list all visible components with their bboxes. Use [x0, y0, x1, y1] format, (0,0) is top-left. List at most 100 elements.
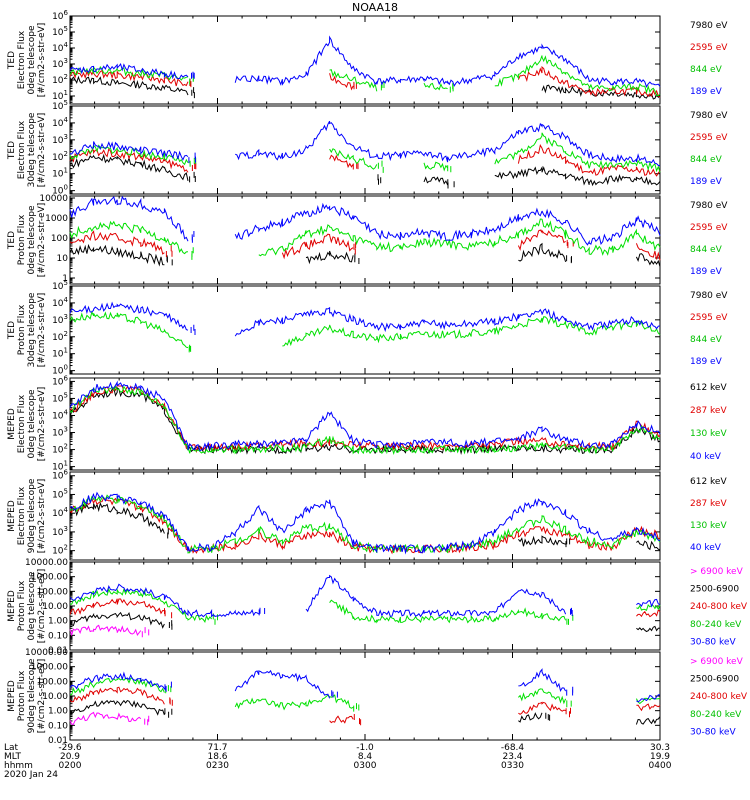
y-axis-label-line: Electron Flux: [17, 30, 27, 89]
y-tick-label: 10.00: [42, 692, 68, 702]
y-tick-label: 102: [52, 544, 68, 557]
y-tick-exponent: 2: [64, 544, 68, 552]
y-tick-exponent: 0: [64, 364, 68, 372]
y-tick-label: 104: [52, 408, 68, 421]
y-axis-label-line: MEPED: [7, 680, 17, 712]
y-axis-label-line: 90deg telescope: [27, 658, 37, 733]
series-80-240-kev: [70, 677, 661, 712]
series-trace: [69, 195, 661, 246]
y-axis-label: MEPEDProton Flux0deg telescope[#/cm2-s-s…: [7, 569, 47, 644]
y-tick-exponent: 2: [64, 150, 68, 158]
series-2595-ev: [69, 143, 661, 177]
series-trace: [69, 668, 661, 703]
y-tick-label: 105: [52, 279, 68, 292]
legend-label: > 6900 keV: [690, 567, 744, 577]
panel-ted-proton-0deg: 10000 1000 100 10 1 TEDProton Flux0deg telesc…: [7, 194, 728, 285]
y-tick-label: 10000.00: [25, 648, 68, 658]
legend-label: 612 keV: [690, 477, 727, 487]
y-tick-label: 0.01: [48, 646, 68, 656]
y-axis-label-line: 0deg telescope: [27, 205, 37, 275]
series-trace: [69, 143, 661, 177]
legend-label: 2595 eV: [690, 133, 728, 143]
series-2500-6900: [69, 699, 661, 725]
series-trace: [69, 66, 661, 98]
y-tick-exponent: 3: [64, 525, 68, 533]
series-trace: [69, 598, 661, 619]
y-axis-label-line: 0deg telescope: [27, 571, 37, 641]
panel-frame: [69, 105, 661, 195]
x-tick-hhmm: 0200: [59, 761, 82, 771]
panel-frame: [69, 651, 661, 741]
legend-label: 40 keV: [690, 543, 722, 553]
y-axis-label-line: 0deg telescope: [27, 389, 37, 459]
y-axis-label-line: Proton Flux: [17, 214, 27, 265]
y-axis-label-line: 0deg telescope: [27, 25, 37, 95]
y-tick-exponent: 1: [64, 460, 68, 468]
y-tick-exponent: 3: [64, 57, 68, 65]
legend-label: 2595 eV: [690, 223, 728, 233]
y-axis-label: TEDElectron Flux30deg telescope[#/cm2-s-…: [7, 112, 47, 187]
y-tick-label: 1000.00: [31, 663, 68, 673]
series-trace: [69, 301, 661, 337]
series-trace: [69, 587, 661, 625]
y-axis-label-line: [#/cm2-s-str-eV]: [37, 569, 47, 644]
x-tick-hhmm: 0400: [649, 761, 672, 771]
series-612-kev: [69, 501, 661, 551]
panel-meped-proton-0deg: 10000.001000.00100.0010.001.000.100.01ME…: [7, 558, 748, 656]
series--6900-kev: [69, 624, 150, 638]
y-tick-exponent: 0: [64, 184, 68, 192]
panel-frame: [69, 377, 661, 471]
y-axis-label-line: MEPED: [7, 408, 17, 440]
y-tick-label: 0.10: [48, 721, 68, 731]
y-tick-label: 0.01: [48, 736, 68, 746]
y-axis-label-line: Proton Flux: [17, 580, 27, 631]
series-trace: [69, 501, 661, 551]
y-axis-label: MEPEDElectron Flux90deg telescope[#/cm2-…: [7, 478, 47, 553]
y-axis-label-line: [#/cm2-s-str-eV]: [37, 23, 47, 98]
y-tick-label: 102: [52, 150, 68, 163]
x-tick-hhmm: 0230: [206, 761, 229, 771]
y-tick-label: 104: [52, 41, 68, 54]
legend-label: 844 eV: [690, 335, 723, 345]
y-axis-label-line: TED: [7, 141, 17, 160]
x-tick-lat: -1.0: [356, 743, 374, 753]
x-tick-mlt: 18.6: [207, 752, 227, 762]
y-tick-label: 10000: [39, 194, 68, 204]
y-axis-label: TEDElectron Flux0deg telescope[#/cm2-s-s…: [7, 23, 47, 98]
series-trace: [69, 624, 150, 638]
y-tick-exponent: 5: [64, 279, 68, 287]
y-tick-label: 101: [52, 167, 68, 180]
panel-frame: [69, 285, 661, 375]
series-trace: [70, 677, 661, 712]
legend-label: 7980 eV: [690, 201, 728, 211]
time-axis: -29.620.9020071.718.60230-1.08.40300-68.…: [4, 16, 672, 780]
series-189-ev: [69, 35, 661, 88]
y-tick-exponent: 5: [64, 391, 68, 399]
chart-title: NOAA18: [352, 1, 398, 14]
series-844-ev: [69, 310, 661, 353]
legend-label: 287 keV: [690, 406, 727, 416]
series-30-80-kev: [69, 574, 661, 618]
y-tick-exponent: 4: [64, 408, 69, 416]
y-tick-label: 104: [52, 296, 68, 309]
y-tick-exponent: 4: [64, 116, 69, 124]
y-tick-label: 1.00: [48, 707, 68, 717]
legend-label: 130 keV: [690, 429, 727, 439]
y-tick-exponent: 6: [64, 9, 69, 17]
y-tick-label: 10.00: [42, 602, 68, 612]
y-tick-label: 104: [52, 506, 68, 519]
y-tick-exponent: 3: [64, 133, 68, 141]
legend-label: 189 eV: [690, 177, 723, 187]
series-trace: [69, 218, 661, 260]
y-axis-label: MEPEDProton Flux90deg telescope[#/cm2-s-…: [7, 658, 47, 733]
series-trace: [69, 153, 661, 189]
series-240-800-kev: [69, 686, 661, 726]
x-tick-mlt: 20.9: [60, 752, 80, 762]
series-trace: [69, 686, 661, 726]
series-130-kev: [69, 385, 661, 456]
y-tick-exponent: 3: [64, 313, 68, 321]
series-189-ev: [69, 120, 661, 167]
